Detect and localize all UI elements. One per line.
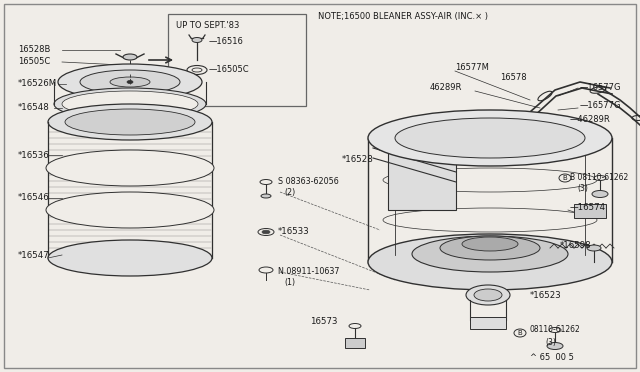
Bar [388,152,456,210]
Ellipse shape [65,109,195,135]
Ellipse shape [262,230,270,234]
Text: B: B [517,330,522,336]
Ellipse shape [260,180,272,185]
Text: (3): (3) [577,183,588,192]
Bar [574,204,606,218]
Text: UP TO SEPT.'83: UP TO SEPT.'83 [176,22,239,31]
Text: *16536: *16536 [18,151,50,160]
Ellipse shape [466,285,510,305]
Ellipse shape [123,54,137,60]
Text: 16505C: 16505C [18,58,51,67]
Ellipse shape [462,237,518,251]
Ellipse shape [368,110,612,166]
Ellipse shape [440,236,540,260]
Text: ^ 65  00 5: ^ 65 00 5 [530,353,574,362]
Text: S 08363-62056: S 08363-62056 [278,177,339,186]
Bar [345,338,365,348]
Text: (2): (2) [284,189,295,198]
Ellipse shape [127,80,133,83]
Text: *16528: *16528 [342,155,374,164]
Ellipse shape [80,70,180,94]
Ellipse shape [514,329,526,337]
Text: —16574: —16574 [570,203,606,212]
Ellipse shape [592,190,608,198]
Text: *16533: *16533 [278,228,310,237]
Text: *16547: *16547 [18,250,50,260]
Ellipse shape [368,234,612,290]
Ellipse shape [594,176,606,180]
Ellipse shape [547,343,563,350]
Ellipse shape [192,68,202,72]
Text: NOTE;16500 BLEANER ASSY-AIR (INC.× ): NOTE;16500 BLEANER ASSY-AIR (INC.× ) [318,12,488,20]
Text: —16577G: —16577G [580,83,621,93]
Text: N 08911-10637: N 08911-10637 [278,267,339,276]
Ellipse shape [54,88,206,120]
Text: *16598: *16598 [560,241,591,250]
Ellipse shape [192,38,202,42]
Ellipse shape [395,118,585,158]
Text: B 08110-61262: B 08110-61262 [570,173,628,183]
Text: *16546: *16546 [18,193,50,202]
Ellipse shape [258,228,274,235]
Ellipse shape [549,327,561,333]
Text: *16523: *16523 [530,291,562,299]
Text: 16528B: 16528B [18,45,51,55]
Ellipse shape [46,150,214,186]
Ellipse shape [474,289,502,301]
Ellipse shape [46,192,214,228]
Ellipse shape [58,64,202,100]
Ellipse shape [48,240,212,276]
Text: B: B [562,175,567,181]
Ellipse shape [259,267,273,273]
Ellipse shape [349,324,361,328]
Ellipse shape [261,194,271,198]
Ellipse shape [412,236,568,272]
Text: (1): (1) [284,278,295,286]
Bar [470,317,506,329]
Text: —16505C: —16505C [209,65,250,74]
Text: 46289R: 46289R [430,83,462,93]
Text: —46289R: —46289R [570,115,611,125]
Bar [168,14,306,106]
Ellipse shape [110,77,150,87]
Text: 16573: 16573 [310,317,337,327]
Text: (3): (3) [545,337,556,346]
Ellipse shape [559,174,571,182]
Ellipse shape [122,71,138,77]
Text: *16526M: *16526M [18,80,57,89]
Ellipse shape [587,245,601,251]
Text: —16516: —16516 [209,38,244,46]
Text: 16577M: 16577M [455,64,489,73]
Text: 16578: 16578 [500,74,527,83]
Text: 08110-61262: 08110-61262 [530,326,580,334]
Ellipse shape [62,91,198,117]
Ellipse shape [48,104,212,140]
Ellipse shape [187,65,207,74]
Text: —16577G: —16577G [580,100,621,109]
Text: *16548: *16548 [18,103,50,112]
